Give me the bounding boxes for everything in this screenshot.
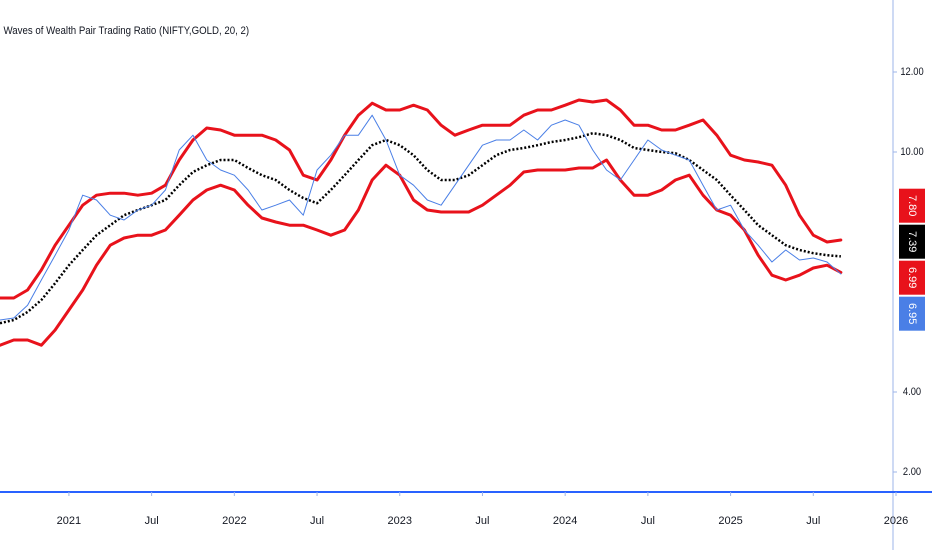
x-tick-label: 2021 (57, 515, 81, 527)
y-tick-label: 2.00 (903, 466, 921, 478)
price-label-bg (899, 260, 925, 295)
series-line (0, 158, 843, 347)
chart-title: Waves of Wealth Pair Trading Ratio (NIFT… (4, 25, 250, 37)
x-tick-label: Jul (310, 515, 324, 527)
x-tick-label: Jul (475, 515, 489, 527)
price-label-bg (899, 224, 925, 259)
x-tick-label: Jul (145, 515, 159, 527)
series-line (0, 98, 843, 300)
y-tick-label: 10.00 (900, 146, 924, 158)
y-tick-label: 12.00 (900, 66, 924, 78)
series-line (0, 114, 842, 321)
price-label: 7.80 (906, 195, 918, 216)
x-tick-label: 2026 (884, 515, 908, 527)
price-label-bg (899, 188, 925, 223)
price-label-bg (899, 296, 925, 331)
price-label: 6.99 (906, 267, 918, 288)
x-tick-label: 2022 (222, 515, 246, 527)
price-label: 6.95 (906, 303, 918, 324)
x-tick-label: 2023 (388, 515, 412, 527)
y-tick-label: 4.00 (903, 386, 921, 398)
x-tick-label: 2025 (718, 515, 742, 527)
x-tick-label: Jul (641, 515, 655, 527)
x-tick-label: 2024 (553, 515, 577, 527)
x-tick-label: Jul (806, 515, 820, 527)
price-label: 7.39 (906, 231, 918, 252)
